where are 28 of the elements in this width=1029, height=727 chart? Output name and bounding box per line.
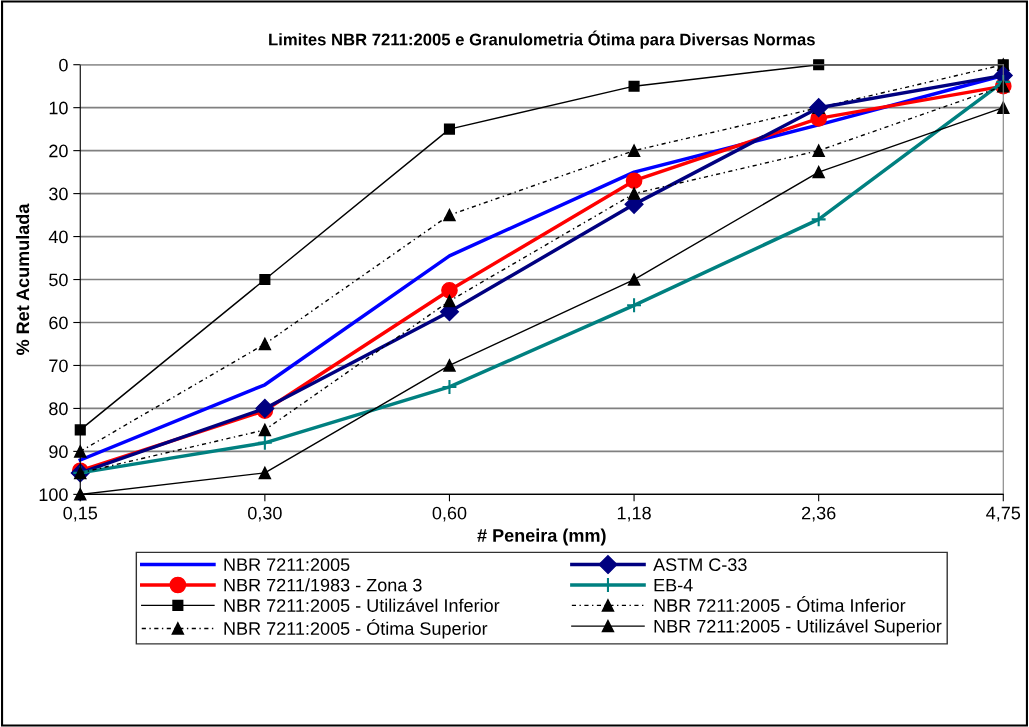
y-tick-label: 60 [49, 316, 68, 330]
y-tick-label: 40 [48, 230, 68, 244]
x-tick-label: 0,30 [248, 506, 282, 522]
y-tick-label: 80 [49, 402, 68, 416]
y-tick-label: 0 [59, 58, 68, 72]
legend-label: NBR 7211:2005 - Ótima Superior [224, 619, 488, 639]
x-tick-label: 0,60 [432, 506, 467, 522]
y-tick-label: 90 [49, 445, 68, 459]
y-tick-label: 20 [49, 144, 68, 158]
x-tick-label: 0,15 [63, 506, 98, 522]
legend-label: EB-4 [654, 578, 693, 592]
y-tick-label: 30 [49, 187, 68, 201]
y-tick-label: 100 [39, 488, 68, 502]
x-axis-title: # Peneira (mm) [477, 528, 606, 546]
legend-label: NBR 7211/1983 - Zona 3 [224, 578, 422, 592]
legend-label: NBR 7211:2005 [224, 558, 350, 572]
x-tick-label: 2,36 [802, 506, 836, 522]
y-tick-label: 10 [49, 101, 68, 115]
y-tick-label: 50 [49, 273, 68, 287]
x-tick-label: 4,75 [986, 506, 1021, 522]
x-tick-label: 1,18 [617, 506, 651, 522]
y-axis-title: % Ret Acumulada [15, 203, 30, 355]
legend-label: NBR 7211:2005 - Ótima Inferior [654, 596, 906, 612]
y-tick-label: 70 [49, 359, 68, 373]
legend-label: NBR 7211:2005 - Utilizável Inferior [224, 598, 500, 612]
chart-title: Limites NBR 7211:2005 e Granulometria Ótima para Diversas Normas [269, 30, 815, 49]
legend-label: NBR 7211:2005 - Utilizável Superior [654, 619, 942, 637]
legend-label: ASTM C-33 [653, 558, 747, 572]
